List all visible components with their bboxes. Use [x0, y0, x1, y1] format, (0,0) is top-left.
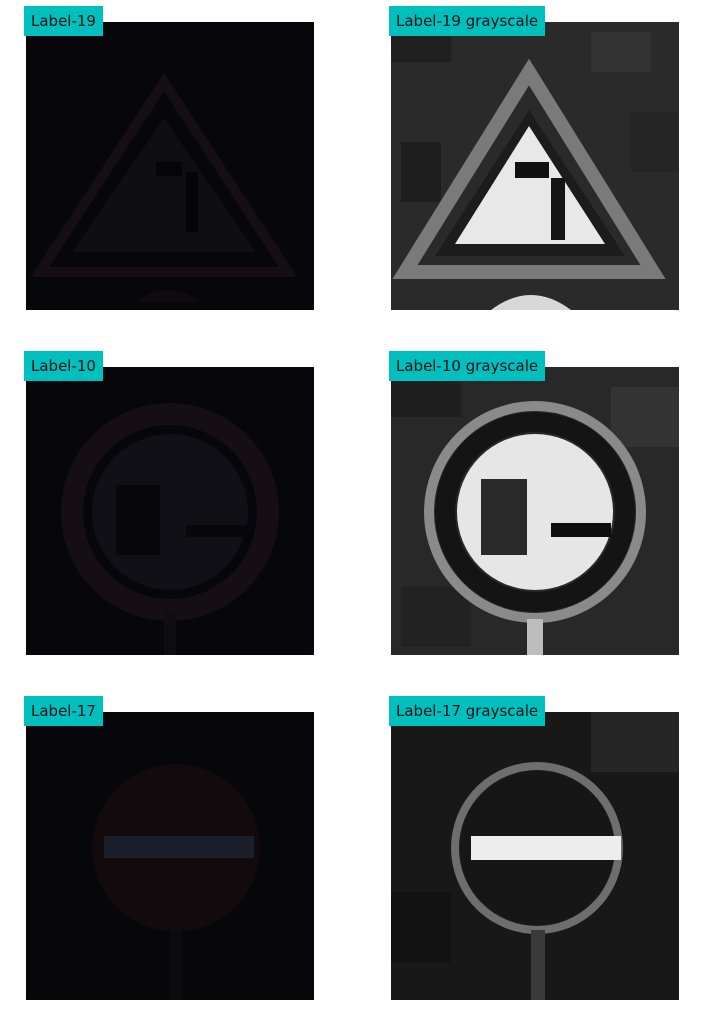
no-entry-sign-grayscale-image: [391, 712, 679, 1000]
panel-label: Label-17: [24, 696, 103, 726]
image-panel-label-10: [26, 367, 314, 655]
image-panel-label-10-grayscale: [391, 367, 679, 655]
image-panel-label-17-grayscale: [391, 712, 679, 1000]
round-no-passing-sign-grayscale-image: [391, 367, 679, 655]
panel-label: Label-19: [24, 6, 103, 36]
triangle-sign-grayscale-image: [391, 22, 679, 310]
panel-label: Label-10 grayscale: [389, 351, 546, 381]
no-entry-sign-dark-image: [26, 712, 314, 1000]
round-no-passing-sign-dark-image: [26, 367, 314, 655]
panel-label: Label-19 grayscale: [389, 6, 546, 36]
panel-label: Label-10: [24, 351, 103, 381]
image-panel-label-17: [26, 712, 314, 1000]
panel-label: Label-17 grayscale: [389, 696, 546, 726]
triangle-sign-dark-image: [26, 22, 314, 310]
image-panel-label-19: [26, 22, 314, 310]
image-panel-label-19-grayscale: [391, 22, 679, 310]
